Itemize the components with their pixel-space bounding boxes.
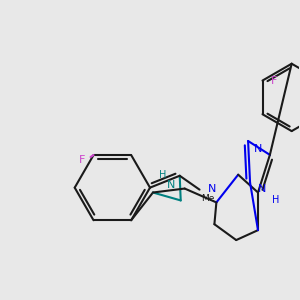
Text: N: N [258, 184, 266, 194]
Text: Me: Me [202, 194, 215, 202]
Text: F: F [270, 76, 277, 85]
Text: H: H [272, 195, 279, 206]
Text: N: N [167, 180, 175, 190]
Text: H: H [159, 170, 167, 180]
Text: N: N [208, 184, 217, 194]
Text: F: F [79, 155, 85, 165]
Text: N: N [254, 144, 262, 154]
